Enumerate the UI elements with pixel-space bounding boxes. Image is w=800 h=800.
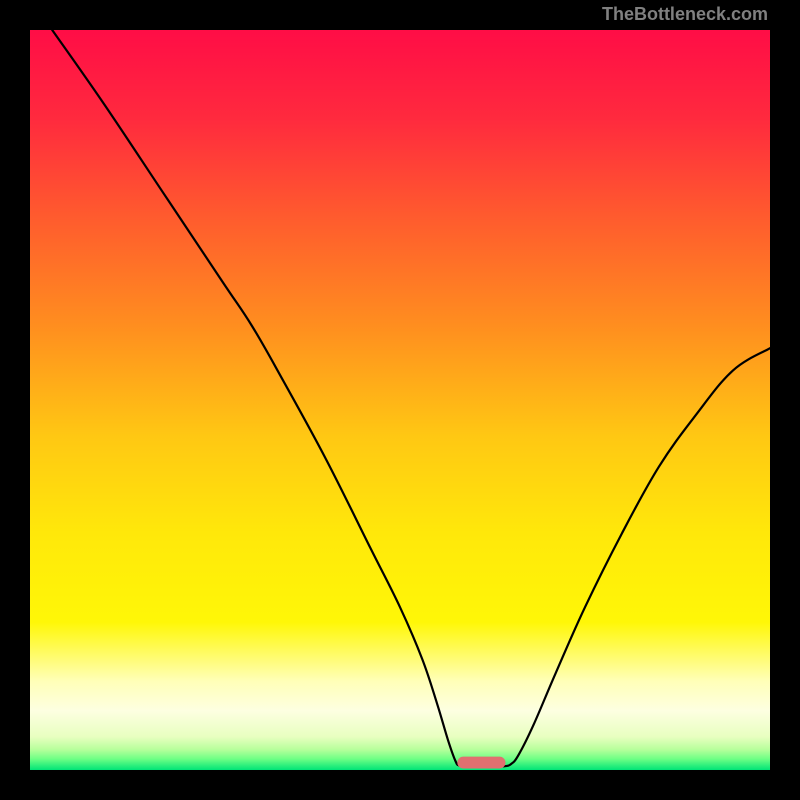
attribution-text: TheBottleneck.com xyxy=(602,4,768,25)
marker-pill xyxy=(457,757,505,769)
chart-svg xyxy=(30,30,770,770)
gradient-background xyxy=(30,30,770,770)
